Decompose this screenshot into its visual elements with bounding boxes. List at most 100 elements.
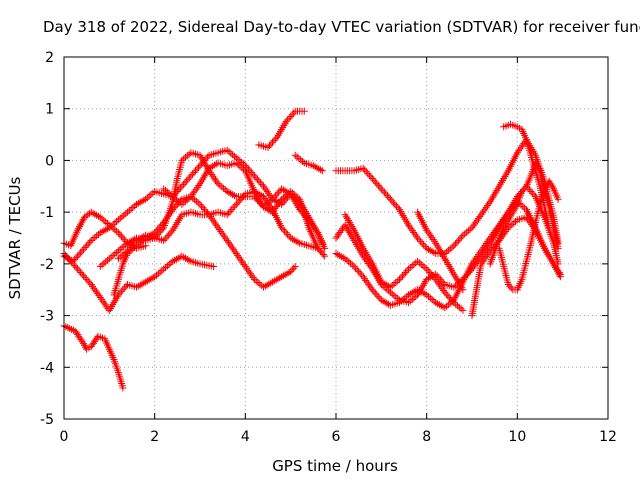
data-point [471, 227, 473, 229]
data-point [226, 149, 228, 151]
data-point [190, 175, 192, 177]
data-point [521, 190, 523, 193]
data-point [163, 221, 165, 224]
data-point [557, 247, 559, 249]
series-markers [60, 250, 218, 314]
data-point [235, 196, 237, 198]
data-point [262, 206, 265, 208]
data-point [480, 250, 482, 252]
series-track-14 [341, 211, 467, 314]
data-point [281, 276, 283, 278]
y-tick-label: 0 [45, 153, 54, 169]
data-point [503, 265, 505, 267]
data-point [362, 276, 364, 278]
y-tick-label: -2 [40, 257, 54, 273]
data-point [534, 196, 537, 198]
plot-frame [63, 56, 609, 420]
data-point [290, 271, 292, 273]
series-track-12 [332, 182, 562, 307]
data-point [154, 232, 156, 234]
chart-title: Day 318 of 2022, Sidereal Day-to-day VTE… [43, 18, 640, 36]
data-point [135, 240, 138, 242]
data-point [262, 286, 265, 288]
data-point [516, 219, 518, 221]
data-point [135, 203, 138, 205]
data-point [543, 206, 546, 208]
data-point [154, 237, 156, 239]
data-point [509, 123, 512, 125]
data-point [344, 170, 346, 172]
x-tick-label: 6 [332, 429, 341, 445]
data-point [281, 188, 283, 190]
data-point [135, 245, 138, 247]
y-tick-label: -5 [40, 412, 54, 428]
data-point [516, 203, 518, 205]
data-point [559, 276, 562, 278]
data-point [426, 229, 428, 231]
x-tick-label: 8 [422, 429, 431, 445]
data-point [290, 237, 292, 239]
data-point [389, 291, 391, 293]
data-point [534, 154, 537, 156]
data-point [435, 252, 437, 255]
y-tick-label: 2 [45, 50, 54, 66]
data-point [113, 294, 115, 296]
data-point [90, 346, 92, 348]
data-point [362, 255, 364, 257]
data-point [557, 198, 559, 200]
data-point [516, 152, 518, 154]
data-point [81, 273, 83, 275]
data-point [507, 170, 509, 172]
data-point [480, 263, 482, 265]
data-point [498, 224, 500, 226]
data-point [253, 190, 255, 193]
data-point [77, 229, 79, 231]
data-point [208, 167, 210, 169]
data-point [462, 234, 464, 236]
data-point [516, 126, 518, 128]
data-point [471, 263, 473, 265]
data-point [181, 198, 183, 200]
data-point [199, 183, 201, 185]
data-point [371, 268, 373, 270]
data-point [163, 268, 165, 270]
data-point [516, 289, 518, 291]
series-track-17 [486, 159, 562, 268]
data-point [335, 170, 337, 172]
data-point [217, 152, 219, 154]
data-point [512, 211, 514, 213]
data-point [126, 211, 129, 213]
data-point [163, 240, 165, 242]
data-point [371, 263, 373, 265]
data-point [271, 209, 274, 211]
data-point [126, 250, 129, 252]
y-axis-label: SDTVAR / TECUs [6, 176, 24, 299]
data-point [480, 214, 482, 216]
data-point [217, 227, 219, 229]
data-point [145, 281, 147, 283]
data-point [253, 175, 255, 177]
data-point [553, 263, 555, 265]
series-markers [60, 146, 329, 265]
data-point [199, 263, 201, 265]
data-point [262, 196, 265, 198]
data-point [417, 294, 419, 296]
data-point [503, 227, 505, 229]
data-point [117, 371, 119, 374]
data-point [344, 224, 346, 226]
data-point [353, 240, 355, 242]
data-point [489, 201, 491, 203]
data-point [507, 211, 509, 213]
data-point [553, 242, 555, 244]
data-point [471, 315, 473, 317]
data-point [417, 260, 419, 262]
data-point [303, 162, 305, 164]
data-point [117, 232, 119, 234]
data-point [507, 219, 509, 221]
data-point [548, 206, 550, 208]
data-point [407, 224, 410, 226]
data-point [389, 304, 391, 306]
x-tick-label: 10 [508, 429, 526, 445]
data-point [480, 255, 482, 257]
data-point [475, 289, 478, 291]
